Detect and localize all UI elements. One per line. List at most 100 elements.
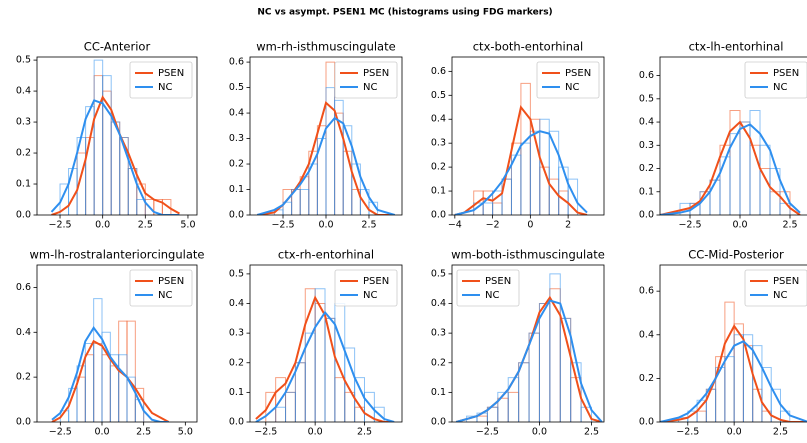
kde-line — [454, 104, 588, 215]
legend-label: PSEN — [158, 68, 184, 79]
axes-frame — [36, 56, 198, 216]
x-tick-label: 0.0 — [95, 220, 110, 231]
histogram-bin — [549, 273, 561, 422]
kde-line — [454, 130, 588, 215]
axes-frame — [249, 264, 403, 423]
histogram-bin — [482, 202, 494, 215]
histogram-bin — [769, 168, 781, 215]
y-tick-label: 0.5 — [229, 82, 244, 93]
legend-label: NC — [565, 82, 579, 93]
histogram-bin — [567, 178, 579, 215]
y-tick-label: 0.2 — [229, 159, 244, 170]
y-tick-label: 0.3 — [639, 140, 654, 151]
histogram-bin — [518, 362, 530, 422]
subplot-title: wm-both-isthmuscingulate — [451, 248, 605, 262]
histogram-bin — [285, 391, 296, 422]
histogram-bin — [539, 166, 550, 215]
histogram-bin — [705, 388, 717, 422]
kde-line — [660, 324, 807, 422]
y-tick-label: 0.2 — [16, 372, 31, 383]
histogram-bin — [299, 189, 310, 215]
kde-line — [51, 326, 169, 422]
legend-label: NC — [158, 290, 172, 301]
y-tick-label: 0.0 — [639, 210, 654, 221]
y-tick-label: 0.6 — [229, 57, 244, 68]
plot-area — [255, 288, 395, 422]
y-tick-label: 0.4 — [16, 327, 31, 338]
subplot-title: wm-rh-isthmuscingulate — [256, 40, 395, 54]
y-tick-label: 0.3 — [229, 328, 244, 339]
kde-line — [455, 299, 603, 422]
y-tick-label: 0.5 — [16, 55, 31, 66]
histogram-bin — [709, 179, 721, 215]
histogram-bin — [294, 362, 306, 422]
histogram-bin — [76, 365, 86, 422]
y-tick-label: 0.3 — [229, 133, 244, 144]
plot-area — [660, 301, 807, 422]
y-tick-label: 0.6 — [639, 70, 654, 81]
histogram-bin — [476, 415, 488, 422]
histogram-bin — [715, 356, 726, 422]
y-tick-label: 0.6 — [16, 282, 31, 293]
histogram-bin — [93, 75, 104, 215]
y-tick-label: 0.6 — [431, 66, 446, 77]
histogram-bin — [127, 168, 138, 215]
histogram-bin — [294, 362, 306, 422]
y-tick-label: 0.0 — [431, 210, 446, 221]
x-tick-label: −2.5 — [48, 220, 71, 231]
y-tick-label: 0.4 — [639, 329, 654, 340]
plot-area — [51, 298, 170, 422]
kde-line — [50, 99, 180, 215]
x-tick-label: 2.5 — [773, 427, 788, 438]
y-tick-label: 0.3 — [431, 138, 446, 149]
histogram-bin — [127, 168, 138, 215]
y-tick-label: 0.2 — [639, 373, 654, 384]
histogram-bin — [699, 191, 711, 215]
y-tick-label: 0.1 — [16, 179, 31, 190]
y-tick-label: 0.5 — [229, 268, 244, 279]
x-tick-label: 5.0 — [178, 427, 193, 438]
legend-label: PSEN — [773, 68, 799, 79]
y-tick-label: 0.5 — [639, 93, 654, 104]
subplot-title: ctx-rh-entorhinal — [278, 248, 374, 262]
x-tick-label: 0.0 — [732, 220, 747, 231]
legend-box — [456, 269, 520, 307]
y-tick-label: 0.2 — [16, 148, 31, 159]
histogram-bin — [101, 354, 111, 422]
x-tick-label: −2 — [486, 220, 500, 231]
histogram-bin — [76, 376, 86, 422]
x-tick-label: 0.0 — [727, 427, 742, 438]
x-tick-label: 2.5 — [584, 427, 599, 438]
legend-label: NC — [363, 82, 377, 93]
histogram-bin — [699, 191, 711, 215]
legend-label: PSEN — [363, 276, 389, 287]
kde-line — [51, 95, 180, 215]
histogram-bin — [529, 130, 541, 215]
legend-box — [744, 61, 807, 99]
kde-line — [660, 340, 807, 422]
y-tick-label: 0.0 — [229, 210, 244, 221]
histogram-bin — [528, 332, 540, 422]
x-tick-label: 2.5 — [136, 427, 151, 438]
histogram-bin — [314, 288, 326, 422]
histogram-bin — [497, 397, 509, 422]
x-tick-label: 2.5 — [782, 220, 797, 231]
kde-line — [256, 116, 396, 215]
histogram-bin — [93, 298, 103, 422]
histogram-bin — [705, 388, 717, 422]
histogram-bin — [528, 332, 540, 422]
y-tick-label: 0.4 — [229, 108, 244, 119]
x-tick-label: −2.5 — [271, 220, 294, 231]
kde-line — [660, 123, 801, 215]
x-tick-label: 0 — [527, 220, 533, 231]
legend-box — [744, 269, 807, 307]
figure-title: NC vs asympt. PSEN1 MC (histograms using… — [257, 8, 552, 18]
legend-label: NC — [773, 290, 787, 301]
legend-box — [129, 61, 193, 99]
plot-area — [455, 273, 603, 422]
x-tick-label: 0.0 — [94, 427, 109, 438]
histogram-bin — [520, 142, 531, 215]
x-tick-label: −2.5 — [49, 427, 72, 438]
